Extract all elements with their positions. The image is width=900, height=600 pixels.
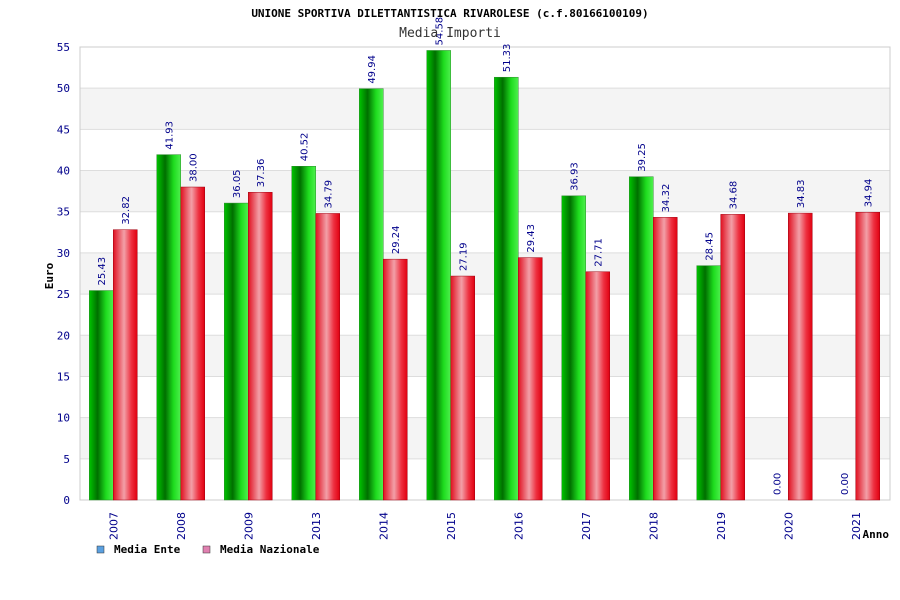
x-tick-label-2021: 2021 (850, 512, 863, 540)
y-tick-label: 30 (57, 247, 70, 260)
y-tick-label: 40 (57, 165, 70, 178)
chart-subtitle: Media Importi (399, 26, 501, 41)
value-label-media-nazionale-2021: 34.94 (864, 179, 875, 208)
y-tick-label: 55 (57, 41, 70, 54)
y-tick-label: 15 (57, 370, 70, 383)
bar-media-nazionale-2020 (788, 212, 813, 501)
plot-band (80, 417, 890, 459)
legend-label-media-nazionale: Media Nazionale (220, 543, 320, 556)
y-tick-label: 0 (63, 494, 70, 507)
value-label-media-ente-2019: 28.45 (705, 232, 716, 261)
value-label-media-nazionale-2019: 34.68 (729, 181, 740, 210)
value-label-media-ente-2014: 49.94 (367, 55, 378, 84)
bar-media-nazionale-2017 (585, 271, 610, 501)
plot-band (80, 458, 890, 500)
plot-band (80, 335, 890, 377)
x-tick-label-2015: 2015 (445, 512, 458, 540)
plot-band (80, 211, 890, 253)
bar-media-ente-2008 (156, 154, 181, 501)
value-label-media-nazionale-2018: 34.32 (661, 184, 672, 213)
x-tick-label-2018: 2018 (647, 512, 660, 540)
bar-media-nazionale-2021 (855, 211, 880, 501)
bar-media-nazionale-2007 (113, 229, 138, 501)
bar-media-nazionale-2014 (383, 258, 408, 501)
value-label-media-ente-2013: 40.52 (300, 133, 311, 162)
bar-media-nazionale-2013 (315, 213, 340, 501)
plot-band (80, 88, 890, 130)
y-tick-label: 25 (57, 288, 70, 301)
bar-media-nazionale-2015 (450, 275, 475, 501)
plot-band (80, 376, 890, 418)
value-label-media-ente-2021: 0.00 (840, 473, 851, 495)
y-tick-label: 35 (57, 206, 70, 219)
bar-media-nazionale-2016 (518, 257, 543, 501)
bar-media-nazionale-2008 (180, 186, 205, 501)
value-label-media-ente-2018: 39.25 (637, 143, 648, 172)
x-tick-label-2009: 2009 (242, 512, 255, 540)
value-label-media-nazionale-2013: 34.79 (324, 180, 335, 209)
value-label-media-ente-2009: 36.05 (232, 169, 243, 198)
bar-media-ente-2014 (359, 88, 384, 501)
x-tick-label-2019: 2019 (715, 512, 728, 540)
plot-frame (79, 46, 891, 501)
legend: Media Ente Media Nazionale (96, 543, 320, 556)
plot-background-bands (80, 47, 890, 500)
plot-band (80, 252, 890, 295)
value-label-media-nazionale-2017: 27.71 (594, 238, 605, 267)
y-tick-label: 10 (57, 412, 70, 425)
bars (89, 50, 880, 501)
chart-title: UNIONE SPORTIVA DILETTANTISTICA RIVAROLE… (251, 7, 648, 20)
plot-band (80, 170, 890, 212)
bar-media-ente-2019 (696, 265, 721, 501)
bar-media-ente-2016 (494, 76, 519, 501)
plot-band (80, 47, 890, 89)
value-label-media-nazionale-2009: 37.36 (256, 159, 267, 188)
x-tick-label-2016: 2016 (512, 512, 525, 540)
y-axis-ticks: 0 5 10 15 20 25 30 35 40 45 50 55 (57, 41, 70, 507)
y-tick-label: 45 (57, 123, 70, 136)
bar-media-ente-2018 (629, 176, 654, 501)
y-axis-label: Euro (43, 262, 56, 289)
value-label-media-nazionale-2016: 29.43 (526, 224, 537, 253)
value-label-media-nazionale-2020: 34.83 (796, 179, 807, 208)
bar-media-nazionale-2009 (248, 192, 273, 501)
bar-media-ente-2015 (426, 50, 451, 501)
value-label-media-nazionale-2008: 38.00 (189, 153, 200, 182)
x-tick-label-2014: 2014 (377, 512, 390, 540)
x-tick-label-2020: 2020 (782, 512, 795, 540)
x-tick-label-2007: 2007 (107, 512, 120, 540)
y-tick-label: 20 (57, 329, 70, 342)
y-tick-label: 50 (57, 82, 70, 95)
legend-swatch-media-nazionale (202, 545, 211, 554)
value-label-media-nazionale-2014: 29.24 (391, 226, 402, 255)
plot-band (80, 129, 890, 171)
value-labels: 25.43 32.82 41.93 38.00 36.05 37.36 40.52 34.79… (97, 17, 875, 495)
value-label-media-ente-2015: 54.58 (435, 17, 446, 46)
value-label-media-ente-2008: 41.93 (165, 121, 176, 150)
bar-media-ente-2017 (561, 195, 586, 501)
x-tick-label-2013: 2013 (310, 512, 323, 540)
legend-swatch-media-ente (96, 545, 105, 554)
value-label-media-ente-2020: 0.00 (772, 473, 783, 495)
bar-media-nazionale-2018 (653, 217, 678, 501)
plot-band (80, 294, 890, 336)
value-label-media-nazionale-2015: 27.19 (459, 242, 470, 271)
x-axis-label: Anno (863, 528, 890, 541)
bar-media-ente-2009 (224, 202, 249, 501)
x-axis-ticks: 2007 2008 2009 2013 2014 2015 2016 2017 2018 2019… (107, 512, 863, 540)
value-label-media-ente-2017: 36.93 (570, 162, 581, 191)
legend-label-media-ente: Media Ente (114, 543, 181, 556)
bar-media-nazionale-2019 (720, 214, 745, 501)
x-tick-label-2017: 2017 (580, 512, 593, 540)
value-label-media-nazionale-2007: 32.82 (121, 196, 132, 225)
bar-media-ente-2007 (89, 290, 114, 501)
value-label-media-ente-2007: 25.43 (97, 257, 108, 286)
bar-media-ente-2013 (291, 166, 316, 501)
value-label-media-ente-2016: 51.33 (502, 44, 513, 73)
y-tick-label: 5 (63, 453, 70, 466)
x-tick-label-2008: 2008 (175, 512, 188, 540)
